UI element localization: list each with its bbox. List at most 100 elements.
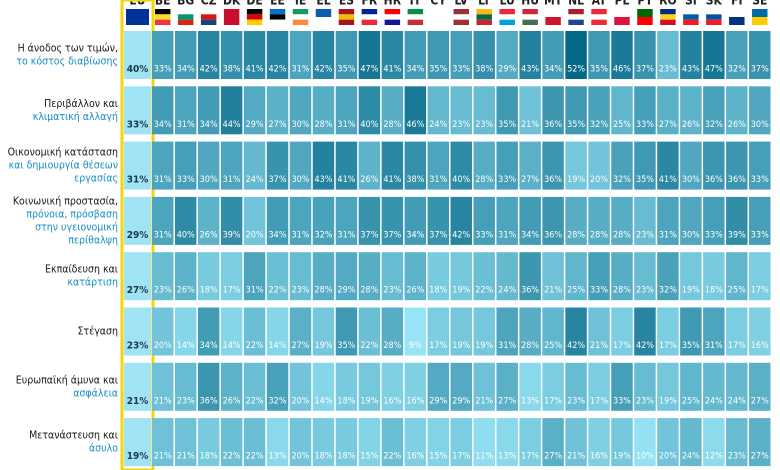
flag <box>338 19 355 25</box>
cell-value: 22% <box>246 341 264 351</box>
cell-value: 12% <box>705 452 723 462</box>
cell <box>749 252 771 301</box>
cell <box>358 418 381 467</box>
cell-value: 30% <box>200 175 218 185</box>
cell-value: 40% <box>127 64 149 75</box>
cell-value: 35% <box>590 65 608 75</box>
cell <box>703 141 725 190</box>
cell-value: 19% <box>360 396 378 406</box>
cell-value: 17% <box>590 396 608 406</box>
flag <box>246 14 263 20</box>
cell-value: 23% <box>177 396 195 406</box>
cell-value: 30% <box>682 175 700 185</box>
cell <box>124 141 151 190</box>
cell-value: 11% <box>475 452 493 462</box>
cell-value: 19% <box>452 286 470 296</box>
cell-value: 28% <box>613 286 631 296</box>
cell-value: 24% <box>705 396 723 406</box>
cell <box>358 362 381 411</box>
flag <box>522 14 538 20</box>
cell-value: 21% <box>177 452 195 462</box>
cell <box>657 196 679 245</box>
cell-value: 23% <box>127 341 149 352</box>
cell-value: 34% <box>544 65 562 75</box>
cell-value: 27% <box>751 452 769 462</box>
flag <box>292 19 309 25</box>
cell-value: 31% <box>337 230 355 240</box>
cell <box>381 252 404 301</box>
cell-value: 37% <box>360 230 378 240</box>
column-code: CZ <box>201 0 217 8</box>
cell-value: 19% <box>613 452 631 462</box>
flag <box>338 14 355 20</box>
cell-value: 33% <box>751 230 769 240</box>
flag <box>591 14 607 20</box>
cell <box>450 86 472 135</box>
cell-value: 17% <box>521 452 539 462</box>
cell <box>519 31 541 79</box>
cell-value: 24% <box>246 175 264 185</box>
cell <box>588 31 610 79</box>
cell-value: 17% <box>223 286 241 296</box>
cell <box>657 252 679 301</box>
flag <box>752 17 768 25</box>
flag <box>338 9 355 15</box>
cell <box>634 307 656 356</box>
flag <box>292 9 309 15</box>
cell <box>496 31 518 79</box>
cell-value: 23% <box>475 120 493 130</box>
flag <box>476 19 492 25</box>
cell-value: 37% <box>429 230 447 240</box>
cell <box>289 31 312 79</box>
flag <box>453 19 469 25</box>
cell <box>565 418 587 467</box>
cell-value: 42% <box>452 230 470 240</box>
cell <box>611 362 633 411</box>
cell <box>243 362 266 411</box>
cell <box>519 196 541 245</box>
cell-value: 34% <box>200 341 218 351</box>
cell-value: 27% <box>544 452 562 462</box>
cell-value: 34% <box>406 230 424 240</box>
cell <box>220 362 243 411</box>
cell-value: 35% <box>498 120 516 130</box>
column-code: IE <box>295 0 306 8</box>
flag <box>361 9 378 15</box>
cell-value: 35% <box>337 65 355 75</box>
cell-value: 33% <box>751 175 769 185</box>
flag <box>269 14 286 20</box>
cell-value: 17% <box>544 396 562 406</box>
cell <box>450 418 472 467</box>
cell-value: 22% <box>269 286 287 296</box>
cell <box>703 307 725 356</box>
cell-value: 19% <box>682 286 700 296</box>
cell <box>266 196 289 245</box>
cell-value: 38% <box>223 65 241 75</box>
column-code: MT <box>544 0 563 8</box>
cell <box>197 31 220 79</box>
cell-value: 41% <box>659 175 677 185</box>
cell <box>124 86 151 135</box>
cell <box>404 141 427 190</box>
cell <box>565 252 587 301</box>
cell-value: 23% <box>636 286 654 296</box>
flag <box>476 14 492 20</box>
row-label: το κόστος διαβίωσης <box>16 56 118 68</box>
cell-value: 27% <box>521 175 539 185</box>
flag <box>683 9 699 15</box>
column-code: EU <box>129 0 145 8</box>
cell <box>312 141 335 190</box>
cell-value: 31% <box>246 286 264 296</box>
cell-value: 23% <box>636 396 654 406</box>
cell <box>450 141 472 190</box>
cell <box>634 31 656 79</box>
cell-value: 26% <box>682 120 700 130</box>
cell-value: 14% <box>314 396 332 406</box>
cell-value: 18% <box>337 396 355 406</box>
row-label: Περιβάλλον και <box>44 98 118 110</box>
cell-value: 24% <box>429 120 447 130</box>
flag <box>729 17 745 25</box>
cell-value: 29% <box>498 65 516 75</box>
column-code: PT <box>637 0 653 8</box>
